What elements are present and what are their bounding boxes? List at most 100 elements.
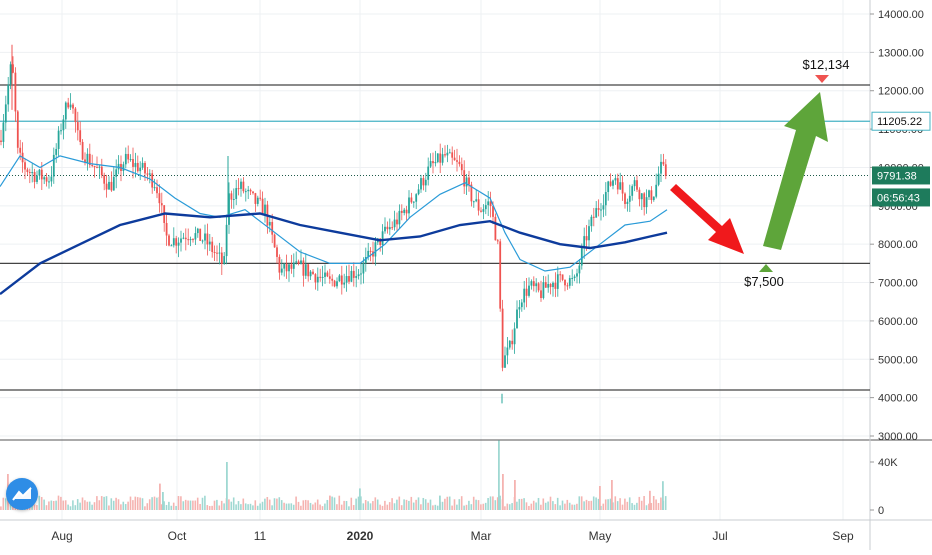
candle-body <box>436 153 439 163</box>
candle-body <box>650 190 653 201</box>
candle-body <box>525 288 528 296</box>
volume-bar <box>585 499 588 510</box>
candle-body <box>302 260 305 276</box>
candle-body <box>554 282 557 289</box>
target-marker-up <box>759 264 773 272</box>
candle-body <box>333 280 336 287</box>
candle-body <box>523 288 526 303</box>
volume-bar <box>542 498 545 510</box>
volume-bar <box>96 496 98 510</box>
candle-body <box>67 102 70 108</box>
volume-bar <box>636 502 638 510</box>
candle-body <box>362 262 365 274</box>
candle-body <box>182 237 185 239</box>
volume-bar <box>88 501 91 510</box>
candle-body <box>45 177 48 182</box>
volume-bar <box>115 497 117 510</box>
candle-body <box>600 209 602 211</box>
candle-body <box>645 197 648 208</box>
volume-bar <box>412 502 415 510</box>
volume-bar <box>633 504 636 510</box>
candle-body <box>98 166 101 168</box>
price-tick-label: 4000.00 <box>878 393 918 405</box>
candle-body <box>660 161 662 174</box>
volume-bar <box>499 495 501 510</box>
volume-bar <box>638 496 641 510</box>
candle-body <box>146 173 149 175</box>
candle-body <box>664 164 667 176</box>
volume-bar <box>487 498 489 510</box>
volume-bar <box>405 499 408 510</box>
candle-body <box>4 104 7 123</box>
candle-body <box>91 165 94 167</box>
candle-body <box>300 260 302 264</box>
candle-body <box>199 228 202 241</box>
candle-body <box>652 196 655 201</box>
candle-body <box>588 226 590 241</box>
candle-body <box>240 181 242 189</box>
price-axis[interactable]: 14000.0013000.0012000.0011000.0010000.00… <box>870 9 924 517</box>
volume-bar <box>235 504 237 510</box>
volume-bar <box>451 505 453 510</box>
volume-bar <box>456 504 458 510</box>
volume-bar <box>55 500 57 510</box>
volume-bar <box>276 498 278 510</box>
candle-body <box>79 130 82 142</box>
volume-bar <box>100 496 103 510</box>
candle-body <box>324 272 326 277</box>
volume-bar <box>261 501 264 510</box>
candle-body <box>607 181 610 193</box>
volume-bar <box>295 496 297 510</box>
candle-body <box>184 237 187 240</box>
volume-bar <box>403 499 405 510</box>
candle-body <box>405 209 408 214</box>
candle-body <box>458 161 461 165</box>
volume-bar <box>357 496 360 510</box>
volume-bar <box>612 502 614 510</box>
candle-body <box>518 307 521 310</box>
volume-bar <box>312 504 314 510</box>
volume-bar <box>415 499 417 510</box>
volume-bar <box>297 501 300 510</box>
volume-bar <box>292 504 295 510</box>
candle-body <box>295 261 298 263</box>
volume-bar <box>144 506 146 510</box>
volume-bar <box>340 504 343 510</box>
volume-bar <box>400 505 403 510</box>
candle-body <box>220 252 223 264</box>
volume-bar <box>355 498 357 510</box>
candle-body <box>559 274 562 276</box>
candle-body <box>232 198 235 200</box>
volume-bar <box>38 495 41 510</box>
tradingview-logo-icon[interactable] <box>6 478 38 510</box>
volume-bar <box>52 500 55 510</box>
candle-body <box>348 276 350 282</box>
volume-bar <box>657 502 660 510</box>
candle-body <box>487 201 490 206</box>
volume-bar <box>43 499 45 510</box>
candle-body <box>304 264 307 276</box>
candle-body <box>50 176 53 182</box>
candle-body <box>271 221 274 235</box>
volume-bar <box>498 440 500 510</box>
time-axis[interactable]: Aug Oct 11 2020 Mar May Jul Sep <box>51 529 854 543</box>
volume-bar <box>609 498 612 510</box>
candle-body <box>417 189 420 195</box>
candle-body <box>110 181 113 191</box>
candle-body <box>62 119 65 131</box>
volume-bars <box>0 440 667 510</box>
candle-body <box>213 252 216 254</box>
volume-bar <box>189 500 192 510</box>
candle-body <box>578 265 581 274</box>
volume-bar <box>211 505 213 510</box>
volume-bar <box>162 492 164 510</box>
volume-bar <box>532 500 535 510</box>
volume-bar <box>516 501 518 510</box>
candle-body <box>360 273 362 275</box>
candle-body <box>52 154 55 177</box>
volume-bar <box>316 499 319 510</box>
volume-bar <box>549 496 552 510</box>
volume-bar <box>429 499 432 510</box>
candle-body <box>590 216 593 227</box>
